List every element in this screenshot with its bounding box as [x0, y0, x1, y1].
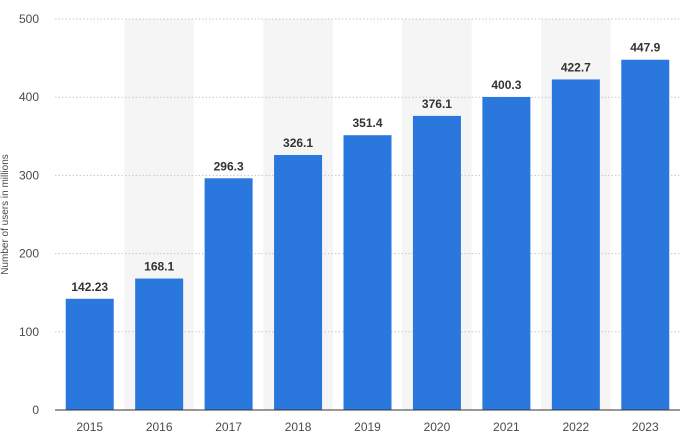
y-tick-label-400: 400 [19, 90, 39, 104]
value-label-2016: 168.1 [144, 260, 174, 274]
bar-2016 [135, 278, 184, 410]
value-label-2021: 400.3 [491, 78, 521, 92]
y-tick-label-300: 300 [19, 168, 39, 182]
y-tick-label-200: 200 [19, 247, 39, 261]
x-axis-ticks: 2015 2016 2017 2018 2019 2020 2021 2022 2023 [76, 420, 659, 434]
x-tick-label-2019: 2019 [354, 420, 381, 434]
y-tick-label-500: 500 [19, 12, 39, 26]
y-axis-label: Number of users in millions [0, 154, 11, 275]
bars [65, 59, 670, 411]
y-axis-ticks: 0 100 200 300 400 500 [19, 12, 39, 417]
x-tick-label-2022: 2022 [562, 420, 589, 434]
x-tick-label-2015: 2015 [76, 420, 103, 434]
value-label-2020: 376.1 [422, 97, 452, 111]
x-tick-label-2020: 2020 [424, 420, 451, 434]
bar-2023 [621, 59, 670, 411]
value-label-2022: 422.7 [561, 60, 591, 74]
x-tick-label-2023: 2023 [632, 420, 659, 434]
value-label-2018: 326.1 [283, 136, 313, 150]
value-label-2019: 351.4 [352, 116, 382, 130]
x-tick-label-2016: 2016 [146, 420, 173, 434]
bar-2015 [65, 298, 114, 410]
value-label-2017: 296.3 [214, 159, 244, 173]
y-tick-label-100: 100 [19, 325, 39, 339]
bar-2021 [482, 96, 531, 411]
x-tick-label-2018: 2018 [285, 420, 312, 434]
bar-2019 [343, 135, 392, 410]
value-labels: 142.23 168.1 296.3 326.1 351.4 376.1 400.3 422.… [71, 41, 660, 294]
value-label-2015: 142.23 [71, 280, 108, 294]
bar-2020 [412, 115, 461, 410]
bar-2017 [204, 178, 253, 410]
x-tick-label-2017: 2017 [215, 420, 242, 434]
value-label-2023: 447.9 [630, 41, 660, 55]
y-tick-label-0: 0 [32, 403, 39, 417]
bar-2022 [551, 79, 600, 410]
x-tick-label-2021: 2021 [493, 420, 520, 434]
bar-2018 [274, 154, 323, 410]
